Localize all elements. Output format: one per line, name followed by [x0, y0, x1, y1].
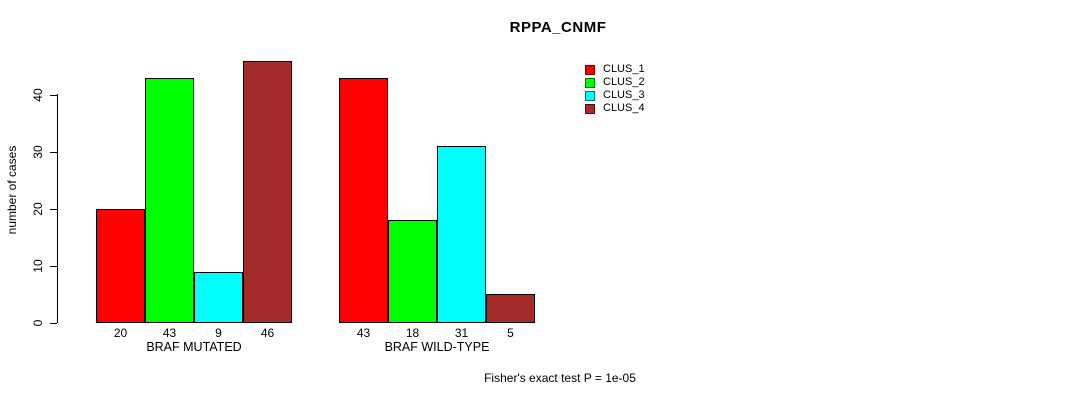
- bar-clus_4-group1: [243, 61, 292, 323]
- y-tick-label: 30: [31, 145, 45, 159]
- legend-item: CLUS_4: [585, 102, 645, 115]
- y-tick-mark: [50, 151, 57, 153]
- bar-value-label: 43: [356, 326, 371, 340]
- y-tick-mark: [50, 94, 57, 96]
- bar-value-label: 46: [260, 326, 275, 340]
- legend-item: CLUS_2: [585, 76, 645, 89]
- legend-item: CLUS_3: [585, 89, 645, 102]
- y-tick-label: 0: [31, 319, 45, 327]
- bar-clus_3-group2: [437, 146, 486, 323]
- legend-swatch-icon: [585, 90, 595, 101]
- y-tick-mark: [50, 265, 57, 267]
- legend-swatch-icon: [585, 64, 595, 75]
- bar-clus_2-group2: [388, 220, 437, 323]
- footnote-text: Fisher's exact test P = 1e-05: [484, 371, 636, 385]
- y-tick-label: 10: [31, 259, 45, 273]
- bar-clus_4-group2: [486, 294, 535, 323]
- legend-swatch-icon: [585, 77, 595, 88]
- bar-value-label: 9: [215, 326, 222, 340]
- legend-item: CLUS_1: [585, 63, 645, 76]
- y-tick-label: 40: [31, 88, 45, 102]
- legend: CLUS_1 CLUS_2 CLUS_3 CLUS_4: [585, 63, 645, 115]
- bar-value-label: 43: [162, 326, 177, 340]
- legend-label: CLUS_2: [603, 76, 645, 88]
- bar-value-label: 31: [454, 326, 469, 340]
- y-axis-line: [57, 94, 58, 323]
- bar-clus_1-group2: [339, 78, 388, 323]
- y-tick-label: 20: [31, 202, 45, 216]
- y-axis-label: number of cases: [5, 145, 19, 235]
- x-group-label: BRAF MUTATED: [146, 340, 242, 354]
- legend-label: CLUS_3: [603, 89, 645, 101]
- bar-value-label: 18: [405, 326, 420, 340]
- legend-label: CLUS_4: [603, 102, 645, 114]
- legend-swatch-icon: [585, 103, 595, 114]
- chart-title: RPPA_CNMF: [509, 19, 607, 36]
- bar-value-label: 20: [113, 326, 128, 340]
- x-group-label: BRAF WILD-TYPE: [384, 340, 490, 354]
- bar-clus_1-group1: [96, 209, 145, 323]
- bar-clus_2-group1: [145, 78, 194, 323]
- bar-value-label: 5: [507, 326, 514, 340]
- legend-label: CLUS_1: [603, 63, 645, 75]
- y-tick-mark: [50, 208, 57, 210]
- bar-clus_3-group1: [194, 272, 243, 323]
- y-tick-mark: [50, 322, 57, 324]
